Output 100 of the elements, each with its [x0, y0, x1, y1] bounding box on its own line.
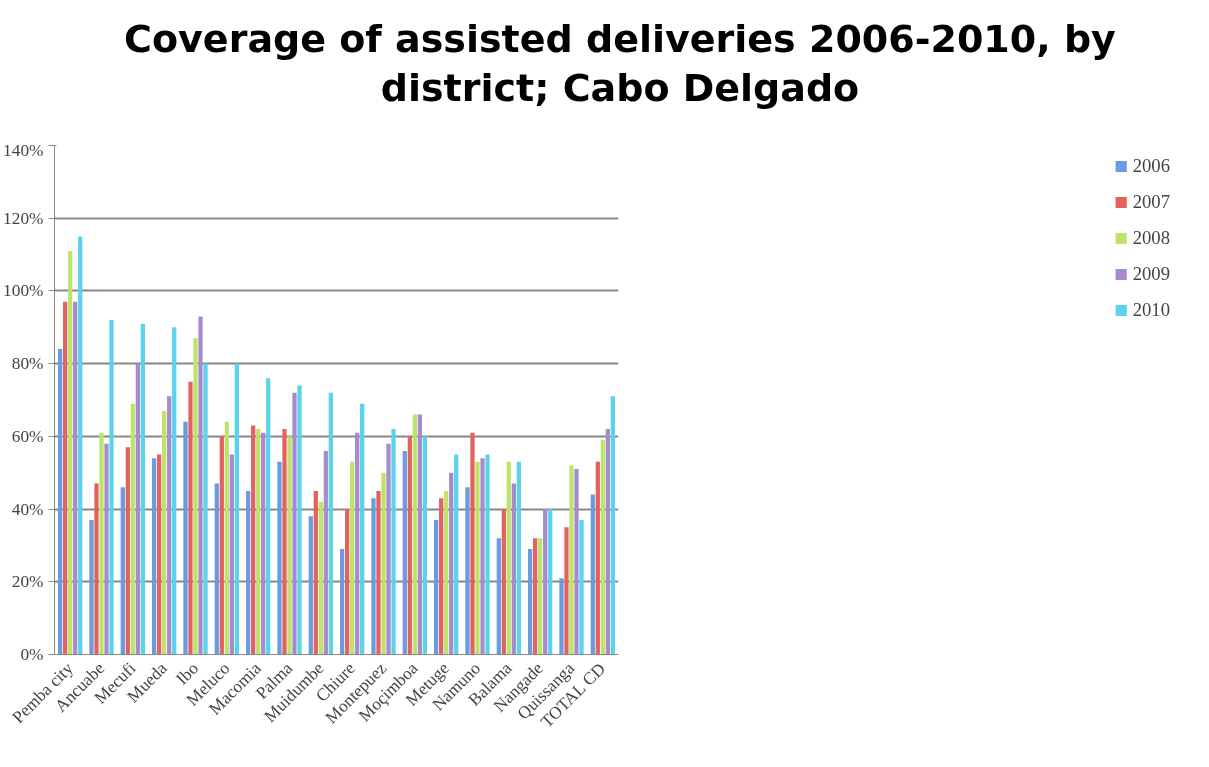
bar — [328, 392, 333, 655]
bar — [172, 327, 177, 655]
bar — [140, 323, 145, 655]
bar — [506, 461, 511, 655]
bar — [444, 490, 449, 655]
bar — [511, 483, 516, 655]
bar — [516, 461, 521, 655]
bar — [434, 519, 439, 655]
bar — [308, 516, 313, 655]
bar — [89, 519, 94, 655]
chart-title: Coverage of assisted deliveries 2006-2010, by district; Cabo Delgado — [123, 16, 1117, 113]
bar — [282, 429, 287, 655]
bar — [417, 414, 422, 655]
bar — [449, 472, 454, 655]
bar — [475, 461, 480, 655]
legend-label: 2010 — [1132, 299, 1170, 321]
bar — [605, 429, 610, 655]
bar — [58, 349, 63, 655]
bar — [350, 461, 355, 655]
y-tick-label: 80% — [11, 354, 44, 374]
y-tick-label: 20% — [11, 572, 44, 592]
bar — [538, 538, 543, 655]
legend-label: 2009 — [1132, 263, 1170, 285]
bar — [277, 461, 282, 655]
bar — [355, 432, 360, 655]
bar — [600, 439, 605, 655]
bar — [559, 578, 564, 655]
bar — [402, 450, 407, 655]
bar — [439, 498, 444, 655]
bar — [422, 436, 427, 655]
bar — [167, 396, 172, 655]
bar — [120, 487, 125, 655]
bar — [104, 443, 109, 655]
bar — [323, 450, 328, 655]
y-tick-label: 100% — [3, 281, 44, 301]
bar — [109, 320, 114, 655]
bar — [219, 436, 224, 655]
bar — [412, 414, 417, 655]
bar — [63, 301, 68, 655]
bar — [318, 501, 323, 655]
bar — [261, 432, 266, 655]
bar — [198, 316, 203, 655]
bar — [595, 461, 600, 655]
bar — [454, 454, 459, 655]
bar — [376, 490, 381, 655]
bar — [256, 429, 261, 655]
bar — [313, 490, 318, 655]
bar — [381, 472, 386, 655]
y-tick-label: 40% — [11, 499, 44, 519]
bar — [203, 363, 208, 655]
bar — [224, 421, 229, 655]
bar — [183, 421, 188, 655]
bar — [569, 465, 574, 655]
bar — [371, 498, 376, 655]
bar — [501, 509, 506, 655]
bar — [480, 458, 485, 655]
bar — [251, 425, 256, 655]
bar — [287, 436, 292, 655]
bar — [130, 403, 135, 655]
bar — [266, 378, 271, 655]
bar — [152, 458, 157, 655]
bar — [610, 396, 615, 655]
bar — [391, 429, 396, 655]
bar — [579, 519, 584, 655]
bar — [99, 432, 104, 655]
bar — [135, 363, 140, 655]
bar — [157, 454, 162, 655]
bar — [533, 538, 538, 655]
bar — [574, 469, 579, 655]
bar — [360, 403, 365, 655]
y-tick-label: 60% — [11, 426, 44, 446]
y-tick-label: 140% — [3, 140, 44, 160]
y-tick-label: 0% — [20, 645, 44, 664]
bar — [125, 447, 130, 655]
bar — [345, 509, 350, 655]
bar — [214, 483, 219, 655]
bar — [94, 483, 99, 655]
bar — [465, 487, 470, 655]
bar — [246, 490, 251, 655]
legend-label: 2008 — [1132, 227, 1170, 249]
bar — [564, 527, 569, 655]
y-tick-label: 120% — [3, 208, 44, 228]
bar — [548, 509, 553, 655]
bar — [485, 454, 490, 655]
bar — [78, 236, 83, 655]
legend-label: 2006 — [1132, 155, 1170, 177]
bar — [386, 443, 391, 655]
bar — [193, 338, 198, 655]
bar — [188, 381, 193, 655]
bar — [234, 363, 239, 655]
bar — [229, 454, 234, 655]
bar — [162, 410, 167, 655]
bar — [73, 301, 78, 655]
bar — [496, 538, 501, 655]
bar — [297, 385, 302, 655]
bar — [590, 494, 595, 655]
bar — [528, 549, 533, 655]
bar — [407, 436, 412, 655]
legend-label: 2007 — [1132, 191, 1170, 213]
bar — [543, 509, 548, 655]
